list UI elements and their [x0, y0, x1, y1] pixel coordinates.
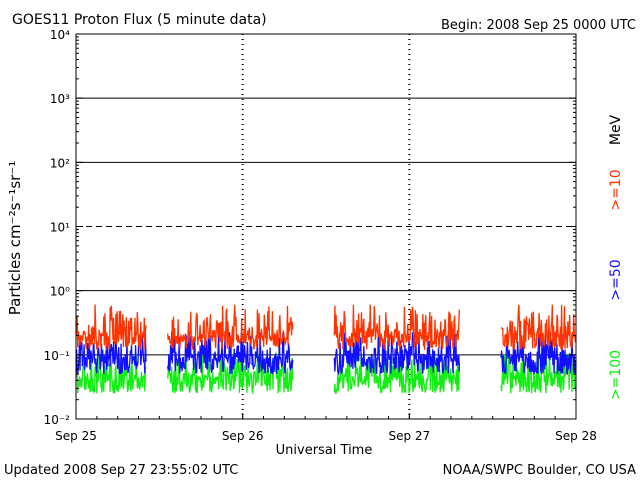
credit-label: NOAA/SWPC Boulder, CO USA — [443, 463, 636, 478]
y-tick-label: 10⁴ — [50, 28, 70, 42]
x-axis-label: Universal Time — [276, 443, 373, 458]
chart-title: GOES11 Proton Flux (5 minute data) — [12, 12, 267, 28]
series-0 — [75, 304, 577, 351]
y-tick-label: 10² — [50, 156, 70, 170]
updated-label: Updated 2008 Sep 27 23:55:02 UTC — [4, 463, 238, 478]
series-line-segment — [333, 304, 460, 351]
legend-units: MeV — [608, 114, 624, 145]
legend-ge100: >=100 — [608, 350, 624, 400]
y-tick-label: 10⁻² — [44, 413, 71, 427]
begin-label: Begin: 2008 Sep 25 0000 UTC — [441, 18, 636, 33]
x-tick-label: Sep 26 — [222, 429, 264, 443]
series-2 — [75, 351, 577, 395]
y-axis-label: Particles cm⁻²s⁻¹sr⁻¹ — [6, 161, 24, 315]
legend: MeV >=10 >=50 >=100 — [608, 114, 624, 400]
plot-area: 10⁻² 10⁻¹ 10⁰ 10¹ 10² 10³ 10⁴ Sep 25 Sep 26 Sep 2… — [44, 28, 597, 443]
series-line-segment — [167, 304, 294, 350]
series-line-segment — [333, 352, 460, 394]
series-line-segment — [75, 304, 147, 350]
x-tick-label: Sep 25 — [55, 429, 97, 443]
y-axis-label-group: Particles cm⁻²s⁻¹sr⁻¹ — [6, 161, 24, 315]
legend-ge10: >=10 — [608, 169, 624, 210]
x-tick-label: Sep 28 — [555, 429, 597, 443]
legend-ge50: >=50 — [608, 259, 624, 300]
y-tick-label: 10¹ — [50, 221, 70, 235]
y-tick-label: 10³ — [50, 92, 70, 106]
y-tick-label: 10⁻¹ — [44, 349, 71, 363]
series-line-segment — [75, 331, 147, 375]
series-1 — [75, 331, 577, 376]
series-line-segment — [500, 304, 577, 350]
y-tick-label: 10⁰ — [50, 285, 70, 299]
x-tick-label: Sep 27 — [388, 429, 430, 443]
